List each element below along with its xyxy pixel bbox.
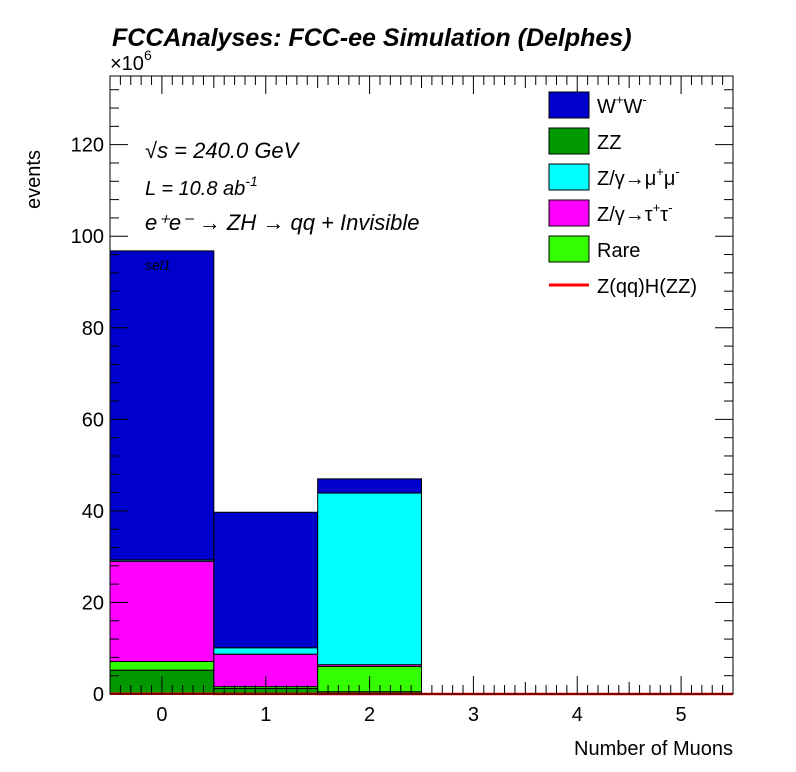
y-axis: 0 20 40 60 80 100 120 [71, 89, 733, 706]
legend: W+W- ZZ Z/γ→μ+μ- Z/γ→τ+τ- Rare Z(qq)H(ZZ) [548, 91, 697, 298]
y-tick-label: 40 [82, 501, 104, 523]
bar-segment-1-3 [213, 647, 319, 655]
legend-swatch [548, 235, 590, 263]
y-tick-label: 60 [82, 409, 104, 431]
legend-swatch [548, 163, 590, 191]
x-tick-label: 2 [364, 704, 375, 726]
luminosity-annotation: L = 10.8 ab-1 [145, 173, 258, 200]
bar-segment-2-3 [317, 492, 422, 666]
y-tick-label: 120 [71, 135, 104, 157]
bar-segment-0-2 [109, 560, 215, 662]
legend-entry-label: Z/γ→μ+μ- [597, 164, 680, 190]
y-tick-label: 80 [82, 318, 104, 340]
legend-swatch [548, 91, 590, 119]
x-tick-label: 0 [156, 704, 167, 726]
legend-swatch [548, 127, 590, 155]
selection-annotation: sel1 [145, 257, 171, 273]
bar-segment-0-4 [109, 250, 215, 561]
bars-layer [109, 250, 422, 695]
x-tick-label: 5 [676, 704, 687, 726]
y-multiplier: ×106 [110, 47, 152, 75]
legend-entry-label: Z/γ→τ+τ- [597, 200, 673, 226]
x-tick-label: 1 [260, 704, 271, 726]
y-axis-label: events [23, 150, 45, 209]
legend-entry-label: W+W- [597, 92, 647, 118]
bar-segment-1-4 [213, 511, 319, 649]
legend-entry-label: ZZ [597, 132, 621, 154]
chart-title: FCCAnalyses: FCC-ee Simulation (Delphes) [112, 24, 632, 52]
sqrt-s-annotation: √s = 240.0 GeV [145, 138, 301, 163]
y-tick-label: 20 [82, 592, 104, 614]
y-tick-label: 100 [71, 226, 104, 248]
y-tick-label: 0 [93, 684, 104, 706]
legend-entry-label: Z(qq)H(ZZ) [597, 276, 697, 298]
process-annotation: e⁺e⁻ → ZH → qq + Invisible [145, 210, 420, 235]
legend-swatch [548, 199, 590, 227]
bar-segment-2-4 [317, 478, 422, 494]
bar-segment-0-1 [109, 660, 215, 671]
x-axis-label: Number of Muons [574, 738, 733, 760]
x-tick-label: 3 [468, 704, 479, 726]
x-tick-label: 4 [572, 704, 583, 726]
x-axis: 0 1 2 3 4 5 [109, 76, 734, 726]
legend-entry-label: Rare [597, 240, 640, 262]
